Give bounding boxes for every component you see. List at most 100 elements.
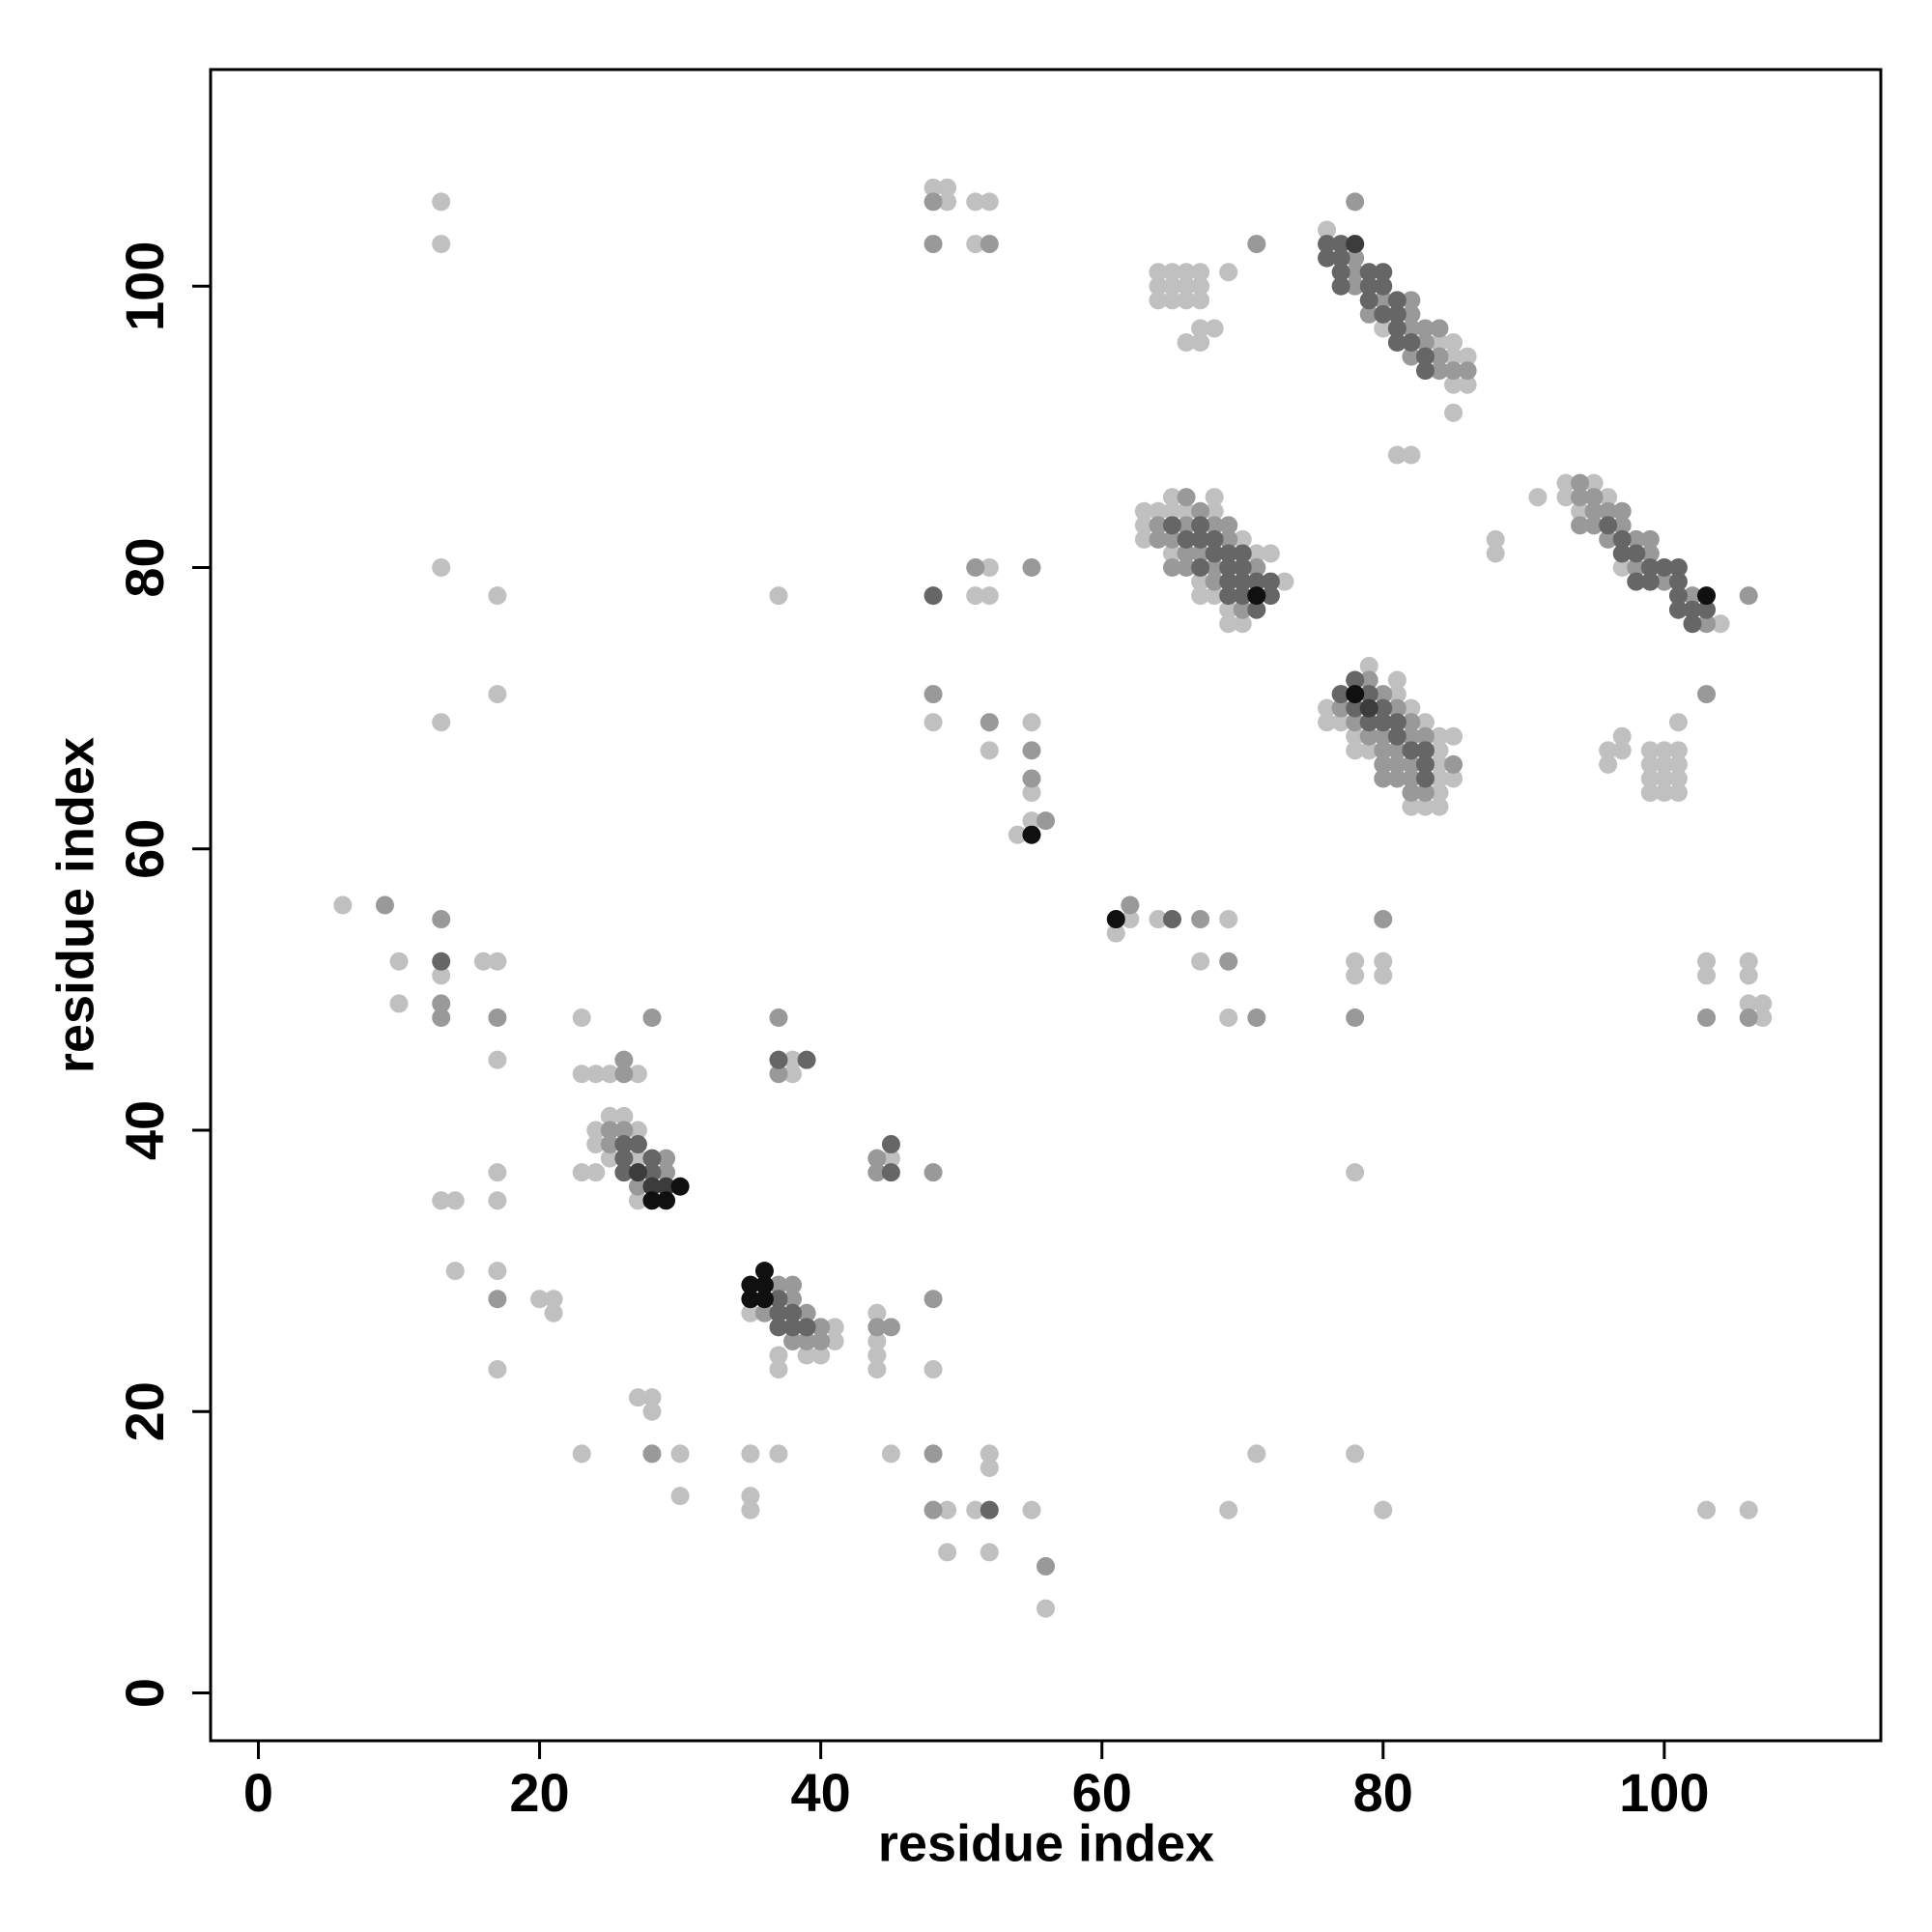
contact-point: [1402, 333, 1421, 353]
contact-point: [572, 1065, 591, 1084]
x-tick-label: 100: [1619, 1762, 1709, 1823]
contact-point: [1444, 726, 1463, 746]
contact-point: [1430, 797, 1449, 816]
contact-point: [600, 1135, 619, 1154]
contact-point: [1697, 600, 1717, 619]
contact-point: [1571, 473, 1590, 493]
contact-point: [1205, 319, 1224, 338]
contact-point: [1640, 783, 1660, 803]
contact-point: [1359, 304, 1378, 324]
contact-point: [1331, 685, 1350, 704]
contact-point: [1247, 544, 1266, 563]
contact-point: [1162, 516, 1181, 535]
contact-point: [1668, 713, 1688, 732]
contact-point: [1415, 783, 1435, 803]
contact-point: [1205, 488, 1224, 507]
contact-point: [754, 1290, 774, 1309]
contact-point: [1668, 754, 1688, 774]
x-tick-label: 80: [1353, 1762, 1413, 1823]
contact-point: [1753, 1008, 1773, 1027]
y-tick-label: 20: [114, 1381, 175, 1441]
contact-point: [445, 1262, 465, 1281]
contact-point: [1037, 1556, 1055, 1576]
contact-point: [867, 1149, 887, 1168]
contact-point: [614, 1050, 634, 1069]
contact-point: [1387, 333, 1406, 353]
contact-point: [1247, 235, 1266, 254]
contact-point: [1022, 741, 1041, 760]
contact-point: [1415, 726, 1435, 746]
contact-point: [600, 1106, 619, 1125]
contact-point: [1458, 361, 1477, 381]
contact-point: [1233, 558, 1252, 578]
contact-point: [1415, 713, 1435, 732]
contact-point: [1149, 501, 1168, 521]
contact-point: [1247, 1444, 1266, 1463]
contact-point: [1346, 248, 1365, 268]
contact-point: [1037, 1599, 1055, 1618]
contact-point: [1359, 713, 1378, 732]
contact-point: [980, 1543, 999, 1562]
contact-point: [1162, 263, 1181, 282]
contact-point: [1374, 741, 1393, 760]
contact-point: [1584, 501, 1604, 521]
contact-point: [1346, 741, 1365, 760]
contact-point: [488, 1008, 507, 1027]
contact-point: [572, 1163, 591, 1182]
contact-point: [1697, 1500, 1717, 1520]
contact-point: [586, 1163, 606, 1182]
contact-point: [1374, 276, 1393, 296]
contact-point: [1177, 333, 1196, 353]
contact-point: [1402, 319, 1421, 338]
contact-point: [1162, 276, 1181, 296]
contact-point: [1219, 952, 1238, 971]
contact-point: [1247, 1008, 1266, 1027]
contact-point: [1177, 263, 1196, 282]
contact-point: [966, 586, 985, 606]
contact-point: [1584, 488, 1604, 507]
contact-point: [1387, 670, 1406, 690]
contact-point: [1233, 529, 1252, 549]
contact-point: [1346, 1444, 1365, 1463]
contact-point: [1359, 263, 1378, 282]
contact-point: [1415, 769, 1435, 788]
contact-point: [488, 1360, 507, 1379]
contact-point: [1022, 769, 1041, 788]
contact-point: [1486, 529, 1505, 549]
x-tick-label: 40: [790, 1762, 850, 1823]
contact-point: [1612, 501, 1632, 521]
contact-point: [1739, 586, 1758, 606]
contact-point: [1668, 600, 1688, 619]
contact-point: [1612, 529, 1632, 549]
contact-point: [1402, 741, 1421, 760]
contact-point: [1627, 544, 1646, 563]
contact-point: [1655, 558, 1674, 578]
x-tick-label: 20: [509, 1762, 569, 1823]
contact-point: [1106, 923, 1125, 943]
contact-point: [1162, 544, 1181, 563]
contact-point: [1162, 529, 1181, 549]
contact-point: [938, 178, 957, 197]
contact-point: [1739, 1008, 1758, 1027]
contact-point: [1640, 741, 1660, 760]
contact-point: [1008, 825, 1027, 844]
contact-point: [1430, 726, 1449, 746]
contact-point: [1359, 741, 1378, 760]
contact-point: [670, 1177, 690, 1196]
contact-point: [1162, 291, 1181, 310]
contact-point: [1022, 825, 1041, 844]
contact-point: [1359, 276, 1378, 296]
contact-point: [1599, 516, 1618, 535]
contact-point: [1149, 529, 1168, 549]
contact-point: [1571, 488, 1590, 507]
contact-point: [1346, 263, 1365, 282]
contact-point: [1247, 586, 1266, 606]
contact-point: [586, 1065, 606, 1084]
contact-point: [1205, 501, 1224, 521]
contact-point: [1374, 304, 1393, 324]
contact-point: [544, 1303, 563, 1322]
contact-point: [1627, 572, 1646, 591]
contact-point: [1374, 263, 1393, 282]
contact-point: [769, 1444, 788, 1463]
contact-point: [1374, 319, 1393, 338]
